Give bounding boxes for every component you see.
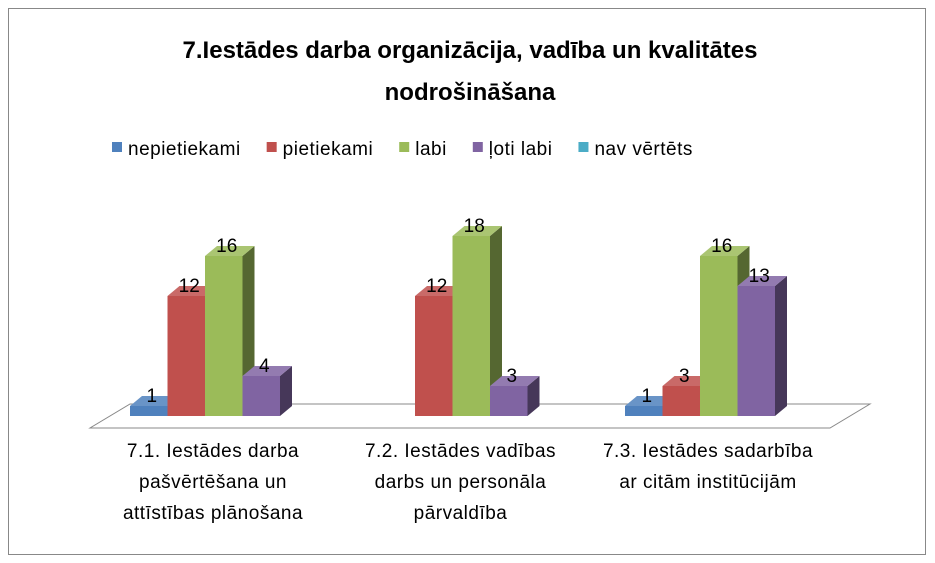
data-label: 4 (259, 356, 270, 377)
bar-top (130, 396, 180, 406)
bar-front (490, 386, 528, 416)
legend-swatch (112, 142, 122, 152)
data-label: 13 (749, 266, 770, 287)
legend-swatch (472, 142, 483, 152)
bar-top (490, 376, 540, 386)
bar-side (527, 376, 540, 416)
bar-side (775, 276, 787, 416)
bar-front (242, 376, 280, 416)
bar-top (737, 276, 787, 286)
bar (242, 366, 292, 416)
bar-front (737, 286, 775, 416)
data-label: 12 (179, 276, 200, 297)
legend-label: ļoti labi (489, 139, 553, 160)
data-label: 3 (506, 366, 517, 387)
bar (737, 276, 787, 416)
bar-top (205, 246, 255, 256)
data-label: 16 (711, 236, 732, 257)
bar-top (662, 376, 712, 386)
bar-top (167, 286, 217, 296)
bar-front (130, 406, 168, 416)
x-tick-label: 7.3. Iestādes sadarbība ar citām institū… (602, 441, 814, 493)
bar-front (452, 236, 490, 416)
legend-label: pietiekami (283, 139, 374, 160)
bar-front (415, 296, 453, 416)
bar-top (625, 396, 675, 406)
data-label: 1 (146, 386, 157, 407)
legend-swatch (399, 142, 410, 152)
x-tick-label: 7.2. Iestādes vadības darbs un personāla… (364, 441, 557, 524)
data-label: 12 (426, 276, 447, 297)
bar-side (490, 226, 502, 416)
bar-side (280, 366, 292, 416)
bar-top (700, 246, 750, 256)
bar (490, 376, 540, 416)
bar-front (625, 406, 663, 416)
bar-top (415, 286, 465, 296)
bar (452, 226, 502, 416)
bar-front (662, 386, 700, 416)
data-label: 18 (464, 216, 485, 237)
data-label: 16 (216, 236, 237, 257)
data-label: 3 (679, 366, 690, 387)
legend-label: nav vērtēts (594, 139, 692, 160)
bar-front (700, 256, 738, 416)
legend-label: nepietiekami (128, 139, 241, 160)
bar-front (205, 256, 243, 416)
x-tick-label: 7.1. Iestādes darba pašvērtēšana un attī… (122, 441, 304, 524)
bar-front (167, 296, 205, 416)
bar-top (452, 226, 502, 236)
legend-label: labi (415, 139, 447, 160)
legend-swatch (266, 142, 277, 152)
legend-swatch (578, 142, 589, 152)
data-label: 1 (641, 386, 652, 407)
bar-top (242, 366, 292, 376)
chart-title: 7.Iestādes darba organizācija, vadība un… (183, 37, 758, 106)
